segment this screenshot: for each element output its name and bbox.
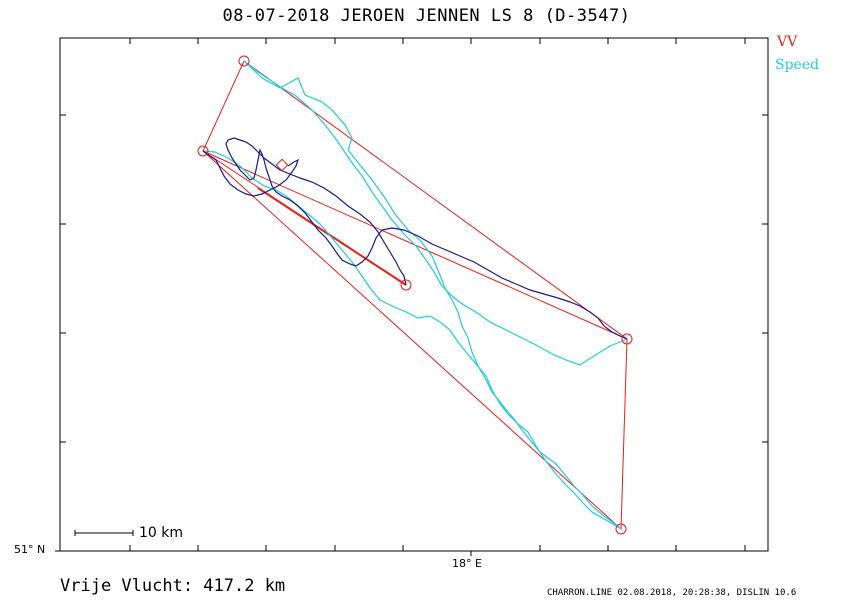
turnpoint-2 (621, 333, 633, 345)
legend-vv: VV (777, 34, 798, 50)
turnpoint-5 (400, 279, 412, 291)
flight-track-2 (202, 150, 300, 197)
vv-route-main (202, 60, 628, 531)
lat-ticks (55, 114, 768, 552)
legend-speed: Speed (775, 57, 820, 73)
vv-route-secondary-leg (257, 187, 407, 286)
latitude-label: 51° N (14, 543, 46, 556)
scale-bar-label: 10 km (139, 525, 184, 541)
free-flight-distance: Vrije Vlucht: 417.2 km (60, 576, 286, 596)
flight-track (225, 137, 628, 340)
speed-track-3 (243, 60, 628, 366)
turnpoint-3 (615, 523, 627, 535)
map-frame (59, 37, 769, 552)
chart-title: 08-07-2018 JEROEN JENNEN LS 8 (D-3547) (222, 6, 631, 26)
footer-info: CHARRON.LINE 02.08.2018, 20:28:38, DISLI… (547, 588, 797, 598)
speed-track-1 (243, 60, 622, 530)
lon-ticks (129, 38, 746, 556)
longitude-label: 18° E (452, 557, 482, 570)
speed-track-2 (202, 150, 622, 530)
turnpoint-1 (238, 55, 250, 67)
turnpoint-4 (197, 145, 209, 157)
start-marker (275, 158, 289, 172)
turnpoint-markers (197, 55, 633, 535)
scale-bar (74, 530, 134, 536)
